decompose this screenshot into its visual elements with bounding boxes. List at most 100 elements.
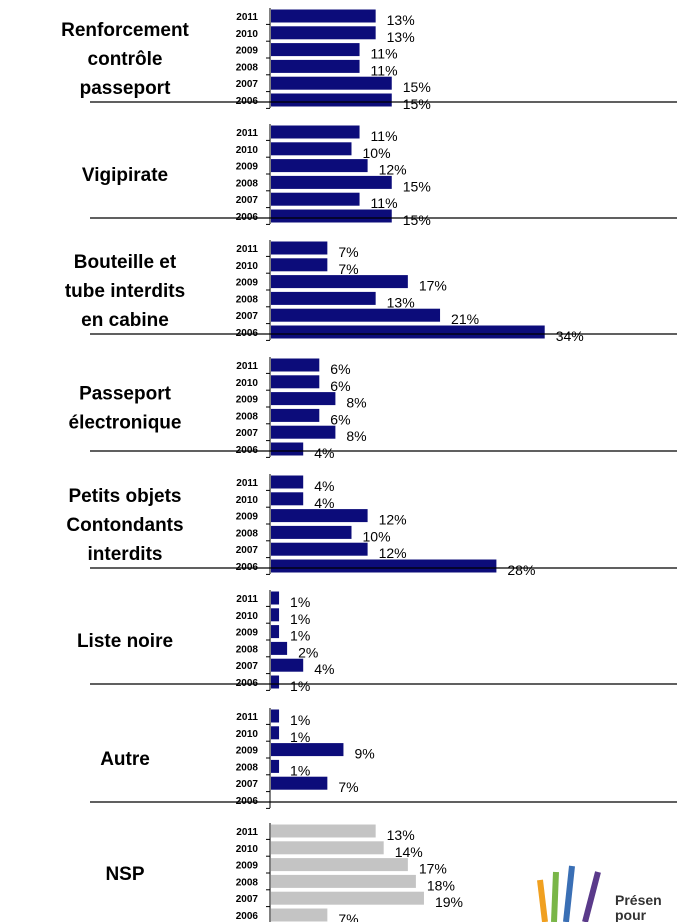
year-label: 2009 [236, 46, 259, 57]
year-label: 2010 [236, 261, 259, 272]
year-label: 2009 [236, 861, 259, 872]
year-label: 2010 [236, 495, 259, 506]
value-label: 28% [507, 562, 535, 578]
value-label: 4% [314, 661, 334, 677]
bar [271, 641, 288, 655]
bar [271, 209, 392, 223]
year-label: 2008 [236, 178, 259, 189]
year-label: 2011 [236, 478, 258, 489]
bar [271, 93, 392, 107]
bar [271, 275, 408, 289]
value-label: 11% [371, 62, 398, 78]
year-label: 2007 [236, 894, 259, 905]
bar [271, 175, 392, 189]
value-label: 7% [338, 261, 358, 277]
bar [271, 475, 304, 489]
value-label: 14% [395, 844, 423, 860]
value-label: 13% [387, 29, 415, 45]
value-label: 15% [403, 178, 431, 194]
year-label: 2008 [236, 294, 259, 305]
value-label: 1% [290, 729, 310, 745]
group-label: Bouteille et [74, 252, 177, 273]
bar [271, 841, 384, 855]
value-label: 13% [387, 12, 415, 28]
value-label: 1% [290, 762, 310, 778]
logo: Présen pour [537, 865, 662, 922]
logo-stroke [563, 865, 575, 922]
group-label: contrôle [88, 49, 163, 70]
bar [271, 125, 360, 139]
year-label: 2011 [236, 827, 258, 838]
value-label: 6% [330, 361, 350, 377]
value-label: 9% [354, 746, 374, 762]
year-label: 2008 [236, 411, 259, 422]
bar [271, 858, 408, 872]
value-label: 15% [403, 96, 431, 112]
value-label: 13% [387, 294, 415, 310]
group-label: Contondants [66, 515, 183, 536]
bar [271, 375, 320, 389]
value-label: 7% [338, 911, 358, 922]
bar [271, 891, 424, 905]
bar [271, 258, 328, 272]
year-label: 2007 [236, 779, 259, 790]
year-label: 2009 [236, 278, 259, 289]
value-label: 12% [379, 545, 407, 561]
bar [271, 159, 368, 173]
bar [271, 59, 360, 73]
value-label: 10% [363, 528, 391, 544]
group-label: passeport [80, 78, 171, 99]
value-label: 11% [371, 46, 398, 62]
group-label: Petits objets [69, 486, 182, 507]
year-label: 2010 [236, 611, 259, 622]
year-label: 2010 [236, 844, 259, 855]
year-label: 2009 [236, 162, 259, 173]
bar [271, 658, 304, 672]
bar [271, 392, 336, 406]
year-label: 2009 [236, 512, 259, 523]
group-label: Autre [100, 749, 150, 770]
logo-stroke [551, 871, 559, 922]
group-label: Passeport [79, 384, 172, 405]
logo-text: Présen [615, 892, 662, 908]
bar [271, 525, 352, 539]
bar [271, 408, 320, 422]
value-label: 1% [290, 611, 310, 627]
value-label: 2% [298, 644, 318, 660]
value-label: 7% [338, 244, 358, 260]
bar [271, 291, 376, 305]
year-label: 2007 [236, 311, 259, 322]
year-label: 2011 [236, 12, 258, 23]
value-label: 11% [371, 195, 398, 211]
value-label: 19% [435, 894, 463, 910]
bar [271, 559, 497, 573]
value-label: 17% [419, 861, 447, 877]
bar [271, 241, 328, 255]
value-label: 11% [371, 128, 398, 144]
group-label: électronique [69, 413, 182, 434]
bar [271, 308, 441, 322]
bar [271, 325, 545, 339]
value-label: 34% [556, 328, 584, 344]
bar [271, 9, 376, 23]
bar [271, 776, 328, 790]
logo-stroke [582, 871, 601, 922]
value-label: 15% [403, 79, 431, 95]
value-label: 8% [346, 428, 366, 444]
year-label: 2008 [236, 762, 259, 773]
year-label: 2011 [236, 712, 258, 723]
bar [271, 726, 280, 740]
value-label: 21% [451, 311, 479, 327]
year-label: 2009 [236, 746, 259, 757]
group-label: en cabine [81, 310, 169, 331]
bar [271, 824, 376, 838]
year-label: 2011 [236, 361, 258, 372]
year-label: 2006 [236, 911, 259, 922]
group-label: Liste noire [77, 631, 173, 652]
group-label: tube interdits [65, 281, 185, 302]
year-label: 2009 [236, 628, 259, 639]
bar [271, 542, 368, 556]
year-label: 2010 [236, 29, 259, 40]
year-label: 2008 [236, 644, 259, 655]
bar [271, 425, 336, 439]
